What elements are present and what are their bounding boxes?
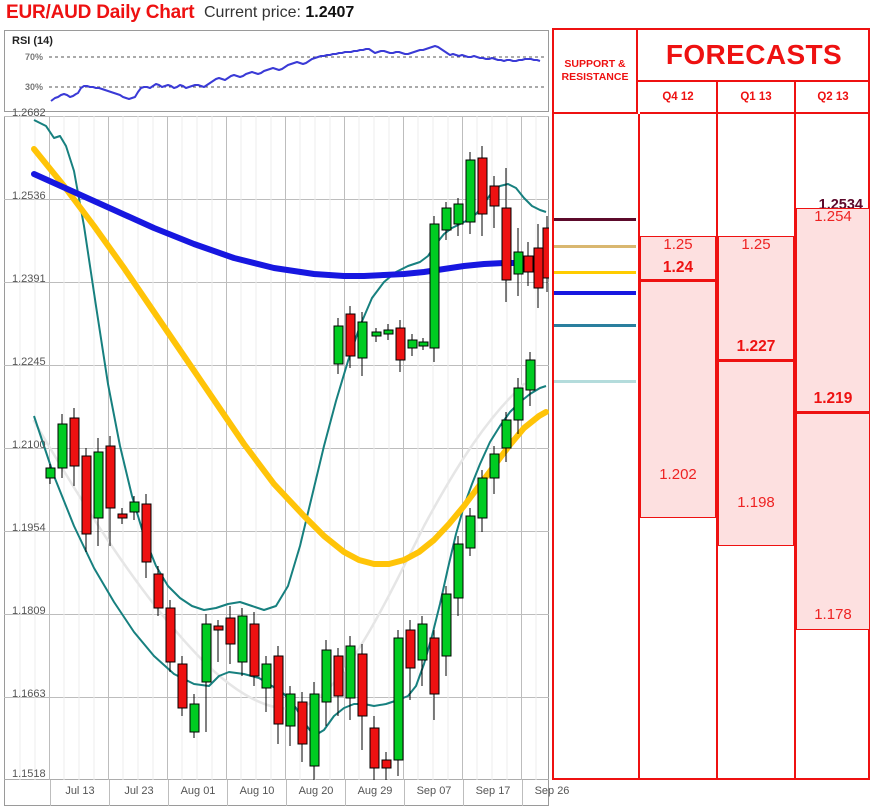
x-tick-8: Sep 26 (534, 785, 570, 797)
current-price-prefix: Current price: (204, 4, 306, 21)
forecast-midline-q1-13 (718, 359, 794, 362)
sr-band-1-2336 (554, 324, 636, 327)
rsi-title: RSI (14) (12, 35, 53, 47)
forecast-mid-q2-13: 1.219 (813, 390, 853, 407)
forecast-mid-q1-13: 1.227 (736, 338, 776, 355)
y-tick-2: 1.2391 (12, 273, 46, 285)
sr-column-divider (638, 114, 640, 780)
x-tick-6: Sep 07 (416, 785, 452, 797)
y-tick-0: 1.2682 (12, 107, 46, 119)
forecast-high-q4-12: 1.25 (663, 236, 693, 253)
forecast-box-q2-13 (796, 208, 870, 630)
x-tick-1: Jul 23 (124, 785, 154, 797)
x-tick-5: Aug 29 (357, 785, 393, 797)
rsi-tick-70: 70% (24, 52, 43, 62)
forecast-mid-q4-12: 1.24 (662, 259, 694, 276)
support-resistance-header: SUPPORT & RESISTANCE (554, 30, 638, 114)
x-tick-2: Aug 01 (180, 785, 216, 797)
current-price-value: 1.2407 (305, 4, 355, 21)
forecast-col-header-q4-12: Q4 12 (640, 82, 716, 114)
price-chart-panel: 1.2682 1.2536 1.2391 1.2245 1.2100 1.195… (4, 107, 549, 780)
rsi-tick-30: 30% (24, 82, 43, 92)
forecast-low-q1-13: 1.198 (737, 494, 775, 511)
forecast-low-q2-13: 1.178 (814, 606, 852, 623)
rsi-panel: RSI (14) 70% 30% (4, 30, 549, 112)
forecast-box-q4-12 (640, 236, 716, 518)
y-tick-4: 1.2100 (12, 439, 46, 451)
chart-header: EUR/AUD Daily Chart Current price: 1.240… (0, 0, 560, 28)
forecast-divider-1 (716, 82, 718, 780)
x-tick-0: Jul 13 (65, 785, 95, 797)
sr-header-line2: RESISTANCE (561, 71, 629, 83)
y-tick-1: 1.2536 (12, 190, 46, 202)
forecasts-title: FORECASTS (665, 39, 843, 70)
forecast-box-q1-13 (718, 236, 794, 546)
page-title: EUR/AUD Daily Chart (6, 2, 195, 23)
current-price-readout: Current price: 1.2407 (204, 4, 354, 22)
forecasts-header: FORECASTS (638, 30, 870, 82)
sr-band-1-2391 (554, 291, 636, 295)
sr-header-line1: SUPPORT & (564, 57, 626, 70)
forecast-low-q4-12: 1.202 (659, 466, 697, 483)
y-tick-5: 1.1954 (12, 522, 46, 534)
forecast-high-q1-13: 1.25 (741, 236, 771, 253)
forecast-midline-q2-13 (796, 411, 870, 414)
forecast-col-header-q1-13: Q1 13 (718, 82, 794, 114)
sr-band-1-2229 (554, 380, 636, 383)
rsi-plot (49, 45, 544, 102)
y-tick-7: 1.1663 (12, 688, 46, 700)
x-tick-4: Aug 20 (298, 785, 334, 797)
y-tick-6: 1.1809 (12, 605, 46, 617)
price-plot (4, 116, 549, 780)
sr-band-1-2490 (554, 245, 636, 248)
forecast-midline-q4-12 (640, 279, 716, 282)
sr-band-1-2534 (554, 218, 636, 221)
support-resistance-forecast-panel: SUPPORT & RESISTANCE FORECASTS Q4 12 Q1 … (552, 28, 870, 780)
y-tick-3: 1.2245 (12, 356, 46, 368)
x-tick-7: Sep 17 (475, 785, 511, 797)
y-tick-8: 1.1518 (12, 768, 46, 780)
x-axis: Jul 13 Jul 23 Aug 01 Aug 10 Aug 20 Aug 2… (4, 780, 569, 806)
forecast-col-header-q2-13: Q2 13 (796, 82, 870, 114)
forecast-divider-2 (794, 82, 796, 780)
sr-band-1-2444 (554, 271, 636, 274)
x-tick-3: Aug 10 (239, 785, 275, 797)
forecast-high-q2-13: 1.254 (814, 208, 852, 225)
